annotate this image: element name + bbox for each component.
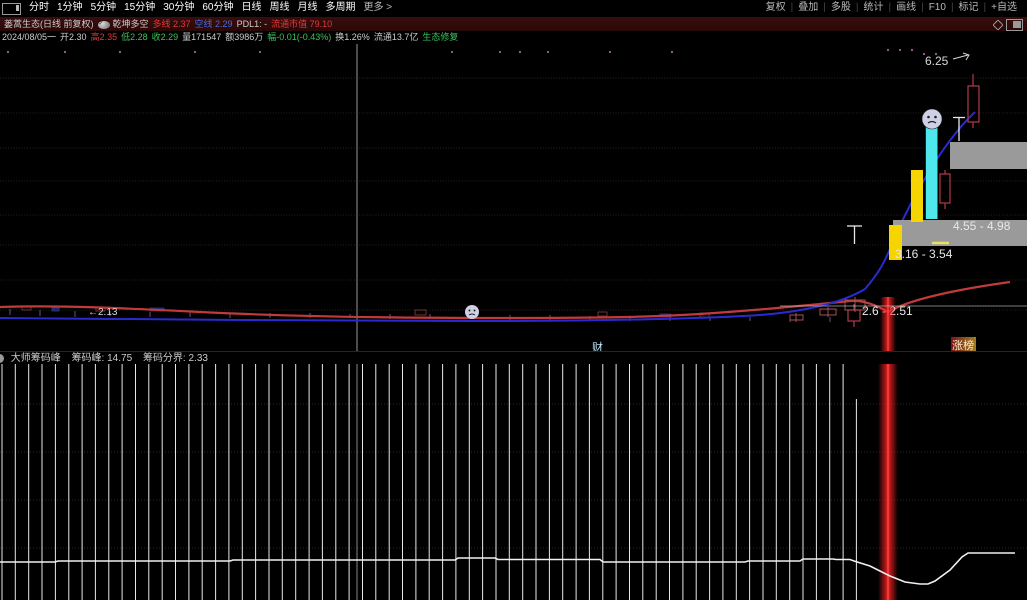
svg-text:财: 财 [592,340,603,351]
svg-text:6.25: 6.25 [925,54,949,68]
svg-text:涨榜: 涨榜 [952,338,974,351]
svg-text:←2.13: ←2.13 [88,307,118,318]
svg-text:3.16 - 3.54: 3.16 - 3.54 [895,247,953,261]
svg-text:4.55 - 4.98: 4.55 - 4.98 [953,219,1011,233]
